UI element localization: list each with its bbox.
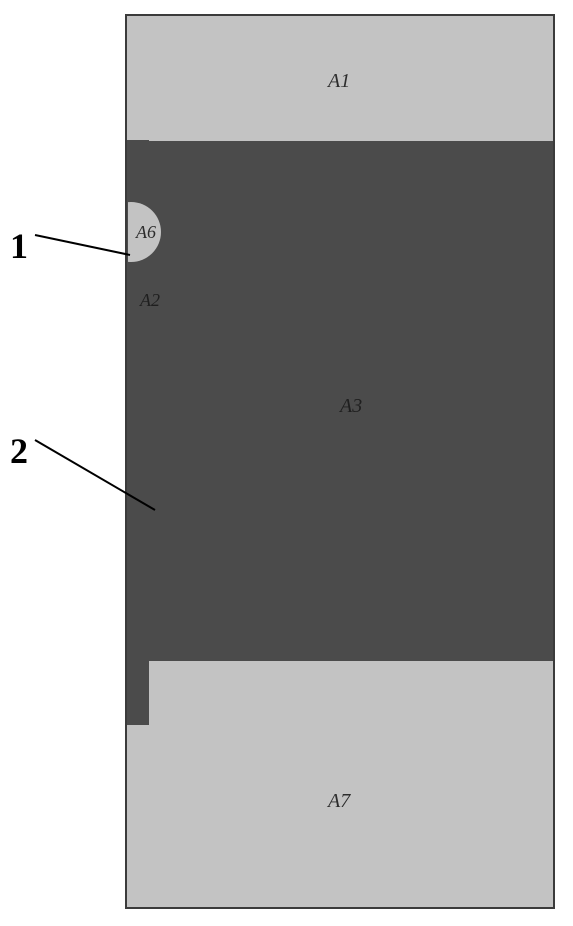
diagram-stage: A1 A2 A3 A6 A7 1 2 bbox=[0, 0, 573, 926]
label-a1: A1 bbox=[328, 70, 350, 93]
region-a7 bbox=[127, 661, 553, 907]
callout-label-2: 2 bbox=[10, 430, 28, 472]
callout-label-1: 1 bbox=[10, 225, 28, 267]
label-a7: A7 bbox=[328, 790, 350, 813]
label-a3: A3 bbox=[340, 395, 362, 418]
label-a2: A2 bbox=[140, 290, 160, 311]
label-a6: A6 bbox=[136, 222, 156, 243]
